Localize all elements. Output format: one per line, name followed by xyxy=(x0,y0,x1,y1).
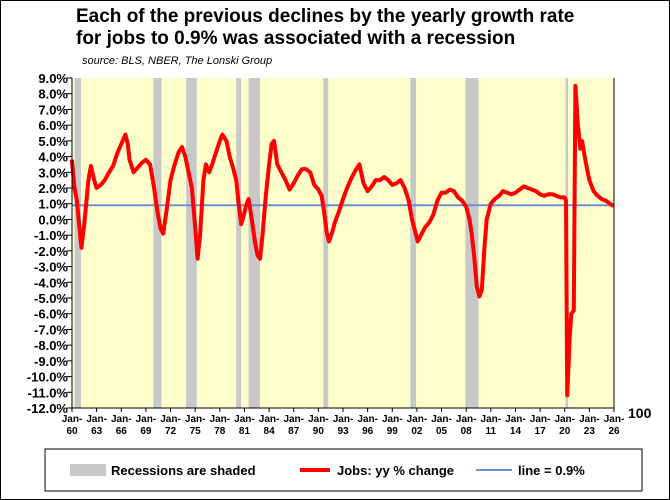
x-tick-label-top: Jan- xyxy=(160,414,181,425)
plot-area xyxy=(72,78,614,408)
x-tick-label-top: Jan- xyxy=(234,414,255,425)
x-tick-label-top: Jan- xyxy=(357,414,378,425)
x-tick-label-top: Jan- xyxy=(530,414,551,425)
x-tick-label-bottom: 66 xyxy=(116,426,128,437)
x-tick-label-bottom: 72 xyxy=(165,426,177,437)
y-tick-label: -8.0% xyxy=(34,338,68,353)
y-tick-label: 9.0% xyxy=(38,71,68,86)
x-tick-label-bottom: 20 xyxy=(559,426,571,437)
y-tick-label: -5.0% xyxy=(34,291,68,306)
x-tick-label-bottom: 05 xyxy=(436,426,448,437)
x-tick-label-bottom: 17 xyxy=(535,426,547,437)
y-tick-label: -11.0% xyxy=(28,385,69,400)
y-tick-label: 4.0% xyxy=(38,150,68,165)
x-tick-label-bottom: 69 xyxy=(140,426,152,437)
legend-recession-swatch xyxy=(70,464,106,476)
y-tick-label: -6.0% xyxy=(34,307,68,322)
legend-series-label: Jobs: yy % change xyxy=(337,463,454,478)
x-tick-label-bottom: 08 xyxy=(461,426,473,437)
recession-band xyxy=(153,78,162,408)
x-tick-label-bottom: 11 xyxy=(486,426,497,437)
x-tick-label-top: Jan- xyxy=(333,414,354,425)
legend: Recessions are shaded Jobs: yy % change … xyxy=(44,448,643,492)
x-tick-label-bottom: 93 xyxy=(337,426,349,437)
x-tick-label-bottom: 90 xyxy=(313,426,325,437)
y-tick-label: 0.0% xyxy=(38,212,68,227)
x-tick-label-top: Jan- xyxy=(283,414,304,425)
y-tick-label: 1.0% xyxy=(38,197,68,212)
legend-recession-label: Recessions are shaded xyxy=(111,463,256,478)
jobs-yy-series-line xyxy=(70,83,615,398)
y-tick-label: -2.0% xyxy=(34,244,68,259)
x-tick-label-top: Jan- xyxy=(86,414,107,425)
x-tick-label-top: Jan- xyxy=(136,414,157,425)
x-tick-label-bottom: 60 xyxy=(66,426,78,437)
chart-title-line-2: for jobs to 0.9% was associated with a r… xyxy=(76,28,516,49)
chart-title: Each of the previous declines by the yea… xyxy=(76,6,596,50)
y-tick-label: -10.0% xyxy=(27,370,69,385)
x-tick-label-bottom: 81 xyxy=(239,426,251,437)
y-tick-label: -7.0% xyxy=(34,322,68,337)
axes: 9.0%8.0%7.0%6.0%5.0%4.0%3.0%2.0%1.0%0.0%… xyxy=(27,71,624,437)
x-tick-label-top: Jan- xyxy=(481,414,502,425)
x-tick-label-bottom: 96 xyxy=(362,426,374,437)
right-axis-label: 100 xyxy=(628,405,652,421)
x-tick-label-bottom: 99 xyxy=(387,426,399,437)
x-tick-label-top: Jan- xyxy=(456,414,477,425)
x-tick-label-bottom: 23 xyxy=(584,426,596,437)
x-tick-label-bottom: 84 xyxy=(264,426,276,437)
x-tick-label-top: Jan- xyxy=(604,414,625,425)
recession-band xyxy=(236,78,242,408)
y-tick-label: 5.0% xyxy=(38,134,68,149)
x-tick-label-top: Jan- xyxy=(185,414,206,425)
y-tick-label: 3.0% xyxy=(38,165,68,180)
x-tick-label-top: Jan- xyxy=(579,414,600,425)
x-tick-label-bottom: 02 xyxy=(411,426,423,437)
x-tick-label-bottom: 63 xyxy=(91,426,103,437)
y-tick-label: -1.0% xyxy=(34,228,68,243)
recession-band xyxy=(410,78,417,408)
x-tick-label-top: Jan- xyxy=(554,414,575,425)
y-tick-label: 8.0% xyxy=(38,87,68,102)
x-tick-label-top: Jan- xyxy=(382,414,403,425)
x-tick-label-top: Jan- xyxy=(259,414,280,425)
y-tick-label: -12.0% xyxy=(27,401,69,416)
y-tick-label: -4.0% xyxy=(34,275,68,290)
legend-box xyxy=(44,448,643,492)
y-tick-label: -3.0% xyxy=(34,260,68,275)
x-tick-label-top: Jan- xyxy=(505,414,526,425)
chart-title-line-1: Each of the previous declines by the yea… xyxy=(76,6,575,27)
legend-line-label: line = 0.9% xyxy=(518,463,585,478)
x-tick-label-top: Jan- xyxy=(210,414,231,425)
x-tick-label-bottom: 78 xyxy=(214,426,226,437)
recession-band xyxy=(186,78,197,408)
y-tick-label: 2.0% xyxy=(38,181,68,196)
recession-band xyxy=(74,78,82,408)
x-tick-label-bottom: 26 xyxy=(608,426,620,437)
x-tick-label-top: Jan- xyxy=(62,414,83,425)
chart-source: source: BLS, NBER, The Lonski Group xyxy=(82,55,273,67)
x-tick-label-bottom: 87 xyxy=(288,426,300,437)
y-tick-label: 6.0% xyxy=(38,118,68,133)
x-tick-label-top: Jan- xyxy=(407,414,428,425)
x-tick-label-bottom: 14 xyxy=(510,426,522,437)
recession-band xyxy=(323,78,329,408)
y-tick-label: -9.0% xyxy=(34,354,68,369)
x-tick-label-bottom: 75 xyxy=(190,426,202,437)
y-tick-label: 7.0% xyxy=(38,102,68,117)
x-tick-label-top: Jan- xyxy=(308,414,329,425)
x-tick-label-top: Jan- xyxy=(431,414,452,425)
x-tick-label-top: Jan- xyxy=(111,414,132,425)
